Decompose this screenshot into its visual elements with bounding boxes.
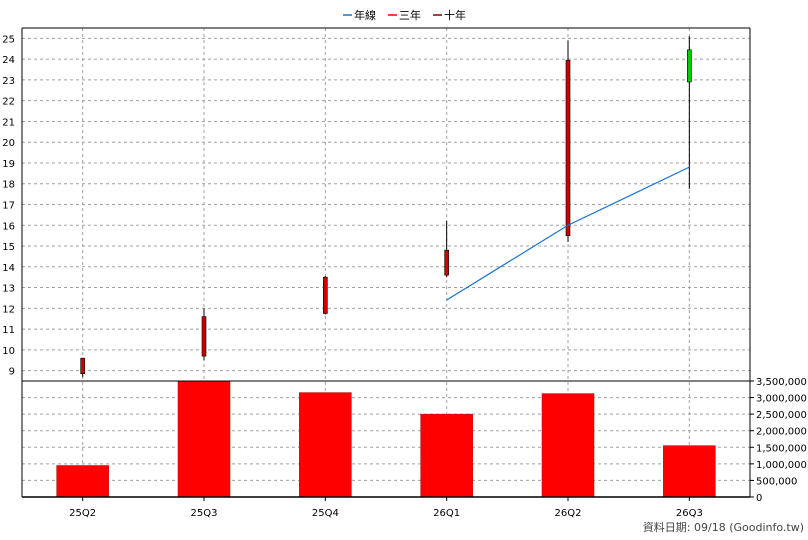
candle-body (323, 276, 328, 314)
candle-body (80, 357, 85, 375)
volume-tick-label: 3,500,000 (756, 377, 807, 388)
volume-bar (56, 465, 109, 498)
legend: 年線 三年 十年 (343, 8, 466, 22)
volume-bar (663, 445, 716, 498)
price-tick-label: 20 (2, 138, 15, 149)
data-date-footer: 資料日期: 09/18 (Goodinfo.tw) (643, 520, 804, 534)
x-tick-label: 26Q2 (555, 508, 582, 519)
price-tick-label: 22 (2, 97, 15, 108)
legend-label-annual-line: 年線 (354, 8, 376, 22)
price-tick-label: 24 (2, 55, 15, 66)
volume-tick-label: 1,500,000 (756, 443, 807, 454)
price-tick-label: 9 (9, 367, 15, 378)
volume-tick-label: 2,000,000 (756, 427, 807, 438)
candle-body (687, 49, 692, 83)
price-tick-label: 15 (2, 242, 15, 253)
grid-layer (22, 28, 750, 497)
legend-label-three-year: 三年 (399, 8, 421, 22)
price-tick-label: 16 (2, 221, 15, 232)
volume-bar (177, 380, 231, 498)
volume-bar (420, 413, 473, 498)
volume-tick-label: 500,000 (756, 476, 797, 487)
price-tick-label: 23 (2, 76, 15, 87)
x-tick-label: 25Q2 (69, 508, 96, 519)
candle-body (565, 59, 571, 236)
plot-frame (21, 27, 751, 498)
volume-tick-label: 3,000,000 (756, 394, 807, 405)
volume-bar (541, 393, 595, 498)
candles (80, 36, 692, 377)
volume-bars (56, 380, 716, 498)
price-tick-label: 17 (2, 201, 15, 212)
x-tick-label: 25Q4 (312, 508, 339, 519)
price-tick-label: 14 (2, 263, 15, 274)
price-tick-label: 18 (2, 180, 15, 191)
x-tick-label: 26Q3 (676, 508, 703, 519)
x-axis: 25Q2 25Q3 25Q4 26Q1 26Q2 26Q3 (69, 497, 703, 519)
moving-average-lines (446, 166, 690, 301)
x-tick-label: 26Q1 (433, 508, 460, 519)
price-tick-label: 21 (2, 117, 15, 128)
candle-body (201, 316, 207, 357)
price-tick-label: 12 (2, 304, 15, 315)
legend-label-ten-year: 十年 (444, 8, 466, 22)
volume-tick-label: 1,000,000 (756, 460, 807, 471)
price-axis: 9 10 11 12 13 14 15 16 17 18 19 20 21 22 23 24 25 (2, 34, 15, 377)
price-tick-label: 19 (2, 159, 15, 170)
volume-tick-label: 0 (756, 493, 762, 504)
price-tick-label: 25 (2, 34, 15, 45)
price-tick-label: 11 (2, 325, 15, 336)
volume-bar (299, 392, 352, 498)
volume-tick-label: 2,500,000 (756, 410, 807, 421)
x-tick-label: 25Q3 (191, 508, 218, 519)
volume-axis: 0 500,000 1,000,000 1,500,000 2,000,000 2,500… (750, 377, 807, 504)
annual-moving-average-line (446, 166, 690, 301)
price-tick-label: 10 (2, 346, 15, 357)
candle-body (444, 249, 449, 276)
price-tick-label: 13 (2, 284, 15, 295)
